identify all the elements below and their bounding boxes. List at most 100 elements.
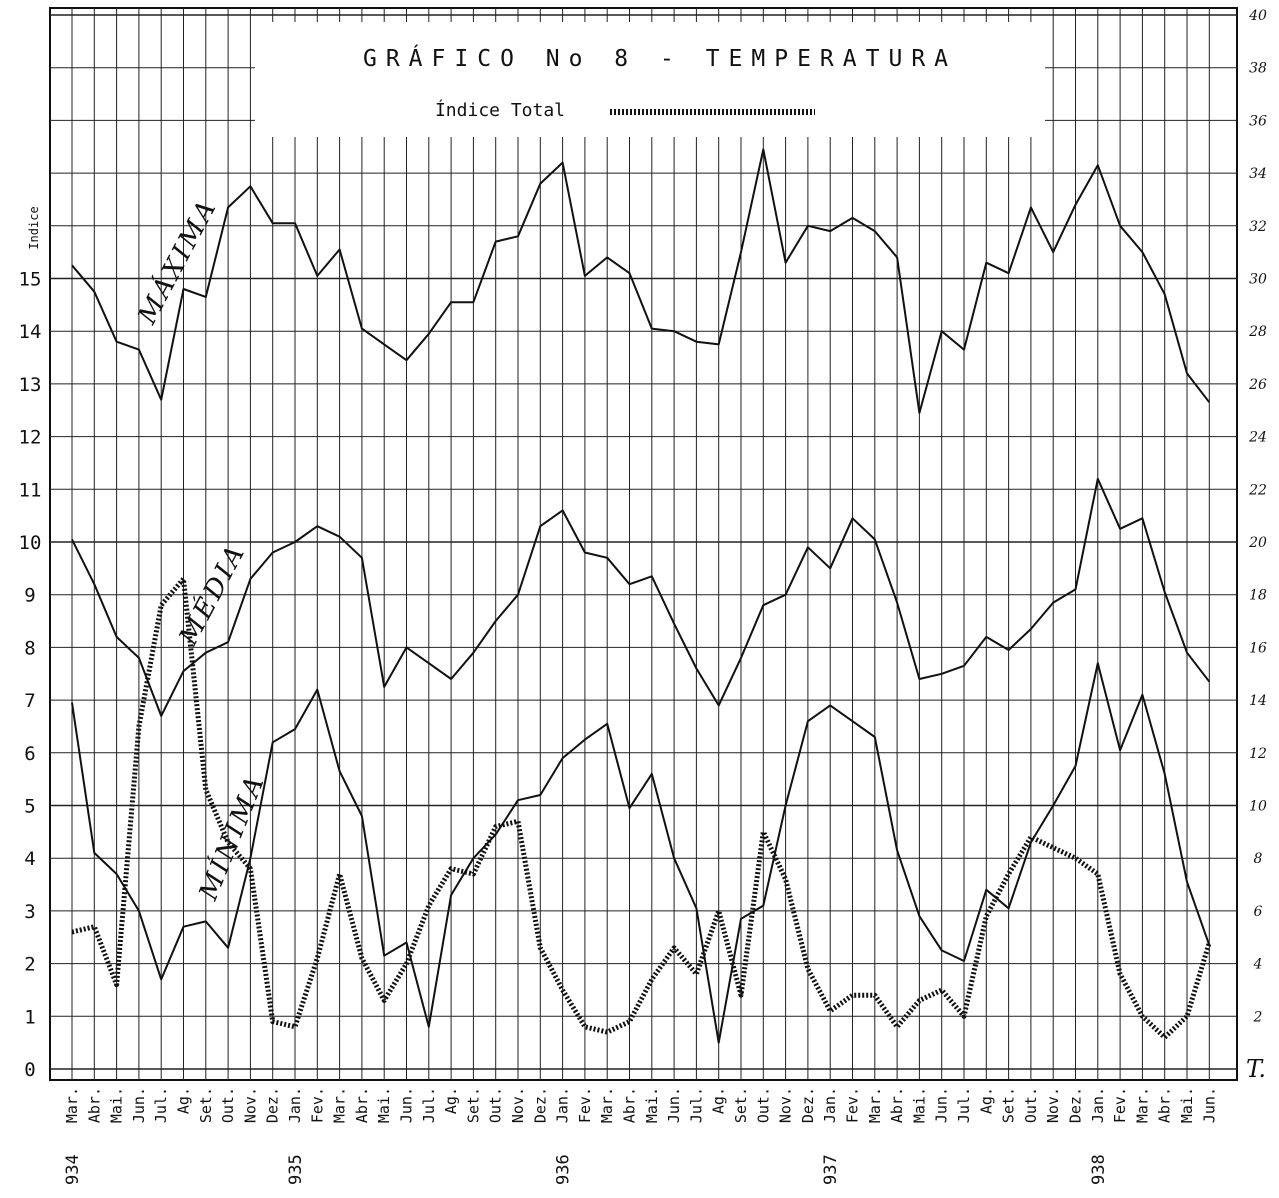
x-tick-label: Out. <box>487 1087 505 1123</box>
title-area: GRÁFICO No 8 - TEMPERATURA Índice Total <box>255 22 1045 137</box>
series-line-3 <box>71 662 1211 1044</box>
x-tick-label: Nov. <box>1044 1087 1062 1123</box>
left-tick-label: 15 <box>19 269 42 291</box>
x-tick-label: Abr. <box>85 1087 103 1123</box>
left-tick-label: 12 <box>19 427 42 449</box>
right-axis-label: T. <box>1246 1055 1266 1083</box>
series-line-1 <box>71 148 1211 414</box>
x-tick-label: Jan. <box>286 1087 304 1123</box>
left-tick-label: 7 <box>24 690 35 712</box>
title-box <box>255 22 1045 137</box>
x-tick-label: Nov. <box>509 1087 527 1123</box>
x-tick-label: Fev. <box>1111 1087 1129 1123</box>
year-label: 938 <box>1089 1154 1109 1185</box>
left-tick-label: 3 <box>24 901 35 923</box>
series-layer <box>71 148 1212 1044</box>
x-tick-label: Dez. <box>531 1087 549 1123</box>
left-tick-label: 0 <box>24 1059 35 1081</box>
x-tick-label: Mai. <box>1178 1087 1196 1123</box>
x-tick-label: Jul. <box>420 1087 438 1123</box>
x-tick-label: Out. <box>1022 1087 1040 1123</box>
x-tick-label: Out. <box>219 1087 237 1123</box>
x-tick-label: Dez. <box>1067 1087 1085 1123</box>
x-tick-label: Nov. <box>241 1087 259 1123</box>
left-tick-label: 4 <box>24 848 35 870</box>
x-tick-label: Set. <box>1000 1087 1018 1123</box>
x-tick-label: Mai. <box>108 1087 126 1123</box>
right-tick-label: 24 <box>1248 430 1267 446</box>
left-tick-label: 14 <box>19 321 42 343</box>
x-tick-label: Mai. <box>643 1087 661 1123</box>
x-tick-label: Jul. <box>955 1087 973 1123</box>
left-tick-label: 11 <box>19 479 42 501</box>
grid <box>49 7 1238 1081</box>
series-line-2 <box>71 477 1211 717</box>
x-tick-label: Jun. <box>398 1087 416 1123</box>
x-tick-label: Nov. <box>777 1087 795 1123</box>
x-tick-label: Mar. <box>598 1087 616 1123</box>
x-tick-label: Jan. <box>1089 1087 1107 1123</box>
x-tick-label: Abr. <box>1156 1087 1174 1123</box>
x-tick-label: Jun. <box>933 1087 951 1123</box>
x-tick-label: Set. <box>464 1087 482 1123</box>
x-tick-label: Mar. <box>63 1087 81 1123</box>
left-tick-label: 6 <box>24 743 35 765</box>
right-tick-label: 22 <box>1248 482 1267 498</box>
year-label: 936 <box>554 1154 574 1185</box>
year-label: 937 <box>821 1154 841 1185</box>
left-tick-label: 9 <box>24 585 35 607</box>
x-tick-label: Mai. <box>910 1087 928 1123</box>
legend-label: Índice Total <box>435 99 565 121</box>
right-tick-label: 38 <box>1249 61 1267 77</box>
x-tick-label: Mai. <box>375 1087 393 1123</box>
x-tick-label: Mar. <box>331 1087 349 1123</box>
year-label: 934 <box>63 1154 83 1185</box>
left-tick-label: 13 <box>19 374 42 396</box>
chart-title: GRÁFICO No 8 - TEMPERATURA <box>363 44 957 72</box>
right-tick-label: 20 <box>1248 535 1267 551</box>
x-tick-label: Jan. <box>821 1087 839 1123</box>
x-tick-label: Set. <box>732 1087 750 1123</box>
x-tick-label: Jul. <box>152 1087 170 1123</box>
right-tick-label: 28 <box>1248 324 1267 340</box>
x-tick-label: Fev. <box>844 1087 862 1123</box>
right-tick-label: 18 <box>1249 588 1267 604</box>
left-tick-label: 5 <box>24 796 35 818</box>
x-tick-label: Jun. <box>665 1087 683 1123</box>
x-tick-label: Jul. <box>687 1087 705 1123</box>
right-tick-label: 10 <box>1249 799 1267 815</box>
x-tick-label: Fev. <box>308 1087 326 1123</box>
series-annotation: MÁXIMA <box>130 193 223 330</box>
right-tick-label: 16 <box>1249 640 1267 656</box>
x-tick-label: Ag. <box>710 1087 728 1114</box>
x-tick-label: Mar. <box>1133 1087 1151 1123</box>
right-tick-label: 6 <box>1254 904 1263 920</box>
year-label: 935 <box>286 1154 306 1185</box>
right-tick-label: 40 <box>1248 8 1267 24</box>
right-tick-label: 4 <box>1253 957 1263 973</box>
left-tick-label: 10 <box>19 532 42 554</box>
x-tick-label: Ag. <box>442 1087 460 1114</box>
right-tick-label: 36 <box>1249 113 1267 129</box>
left-tick-label: 8 <box>24 637 35 659</box>
axes: Indice T. <box>27 206 1266 1083</box>
right-tick-label: 14 <box>1249 693 1267 709</box>
right-tick-label: 30 <box>1249 272 1267 288</box>
x-tick-label: Dez. <box>264 1087 282 1123</box>
x-tick-label: Ag. <box>977 1087 995 1114</box>
x-tick-label: Fev. <box>576 1087 594 1123</box>
series-line-4 <box>71 576 1212 1040</box>
right-tick-label: 32 <box>1249 219 1267 235</box>
right-tick-label: 2 <box>1253 1009 1263 1025</box>
x-tick-label: Jun. <box>1200 1087 1218 1123</box>
x-tick-label: Abr. <box>353 1087 371 1123</box>
x-tick-label: Jan. <box>554 1087 572 1123</box>
right-tick-label: 34 <box>1249 166 1267 182</box>
left-tick-label: 1 <box>24 1006 35 1028</box>
right-tick-label: 12 <box>1249 746 1267 762</box>
x-tick-label: Out. <box>754 1087 772 1123</box>
left-axis-label: Indice <box>27 206 41 249</box>
x-tick-label: Jun. <box>130 1087 148 1123</box>
x-tick-label: Ag. <box>175 1087 193 1114</box>
